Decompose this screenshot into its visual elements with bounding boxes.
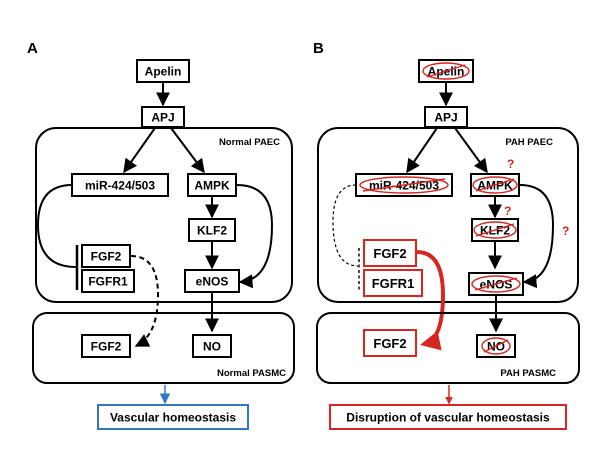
smc-fgf2-label-b: FGF2	[373, 336, 406, 351]
panel-a-letter: A	[27, 40, 38, 57]
apj-box-b: APJ	[424, 106, 468, 128]
arrow-apj-mir-b	[406, 127, 438, 174]
klf2-strike-b	[475, 223, 515, 237]
apelin-circle-b	[422, 62, 470, 80]
klf2-box-b: KLF2	[471, 218, 519, 242]
no-label-a: NO	[203, 340, 221, 354]
apj-label-a: APJ	[151, 111, 174, 125]
pah-paec-label: PAH PAEC	[505, 137, 553, 148]
pah-paec-region	[317, 127, 579, 303]
enos-strike-b	[474, 277, 518, 291]
fgfr1-box-b: FGFR1	[363, 269, 423, 297]
ampk-question-b: ?	[507, 157, 514, 171]
apj-label-b: APJ	[434, 111, 457, 125]
mir-box-b: miR-424/503	[355, 173, 453, 197]
enos-box-b: eNOS	[468, 272, 524, 296]
arrow-fgf2-release-a	[130, 255, 160, 347]
normal-paec-label: Normal PAEC	[219, 137, 280, 148]
arrow-fgf2-release-b	[416, 250, 446, 351]
fgf2-box-a: FGF2	[81, 244, 131, 268]
klf2-question-b: ?	[504, 204, 511, 218]
arrow-apj-mir-a	[123, 127, 156, 174]
klf2-label-a: KLF2	[197, 224, 227, 238]
normal-paec-region	[35, 127, 293, 303]
fgf2-label-b: FGF2	[373, 246, 406, 261]
inhibition-line-a	[36, 184, 77, 268]
outcome-label-b: Disruption of vascular homeostasis	[346, 411, 550, 425]
panel-a: A Apelin APJ Normal PAEC miR-424/503 A	[27, 40, 295, 430]
ampk-strike-b	[475, 178, 515, 192]
mir-label-a: miR-424/503	[85, 179, 155, 193]
panel-b: B Apelin APJ PAH PAEC miR-424/503	[313, 40, 580, 430]
inhibition-line-b	[332, 184, 359, 267]
no-box-a: NO	[192, 334, 232, 358]
no-strike-b	[483, 339, 509, 353]
fgf2-label-a: FGF2	[91, 250, 122, 264]
smc-fgf2-box-a: FGF2	[81, 334, 131, 358]
mir-box-a: miR-424/503	[71, 173, 169, 197]
panel-b-letter: B	[313, 40, 324, 57]
klf2-box-a: KLF2	[188, 218, 236, 242]
outcome-box-b: Disruption of vascular homeostasis	[329, 404, 567, 430]
ampk-label-a: AMPK	[194, 179, 230, 193]
ampk-circle-b	[472, 176, 518, 194]
klf2-circle-b	[473, 221, 517, 239]
smc-fgf2-label-a: FGF2	[91, 340, 122, 354]
arrow-apj-ampk-b	[454, 127, 488, 174]
enos-box-a: eNOS	[184, 269, 240, 293]
apelin-strike-b	[426, 64, 466, 78]
enos-question-b: ?	[562, 224, 569, 238]
fgfr1-label-b: FGFR1	[372, 276, 415, 291]
ampk-box-b: AMPK	[470, 173, 520, 197]
no-box-b: NO	[476, 334, 516, 358]
apelin-label-a: Apelin	[145, 65, 182, 79]
apelin-box-b: Apelin	[418, 59, 474, 83]
normal-pasmc-label: Normal PASMC	[217, 368, 286, 379]
arrow-apj-ampk-a	[170, 127, 205, 174]
mir-strike-b	[362, 178, 446, 192]
ampk-box-a: AMPK	[187, 173, 237, 197]
fgfr1-label-a: FGFR1	[88, 275, 128, 289]
outcome-box-a: Vascular homeostasis	[97, 404, 249, 430]
no-circle-b	[481, 337, 511, 355]
smc-fgf2-box-b: FGF2	[363, 329, 417, 357]
arrow-ampk-enos-a	[236, 184, 274, 289]
apj-box-a: APJ	[141, 106, 185, 128]
arrow-ampk-enos-b	[519, 184, 555, 289]
enos-circle-b	[471, 275, 521, 293]
apelin-box-a: Apelin	[136, 59, 190, 83]
pah-pasmc-label: PAH PASMC	[500, 368, 556, 379]
enos-label-a: eNOS	[196, 275, 229, 289]
mir-circle-b	[359, 176, 449, 194]
fgfr1-box-a: FGFR1	[81, 269, 135, 293]
pah-pasmc-region	[316, 312, 580, 384]
normal-pasmc-region	[32, 312, 295, 384]
fgf2-box-b: FGF2	[363, 239, 417, 267]
outcome-label-a: Vascular homeostasis	[110, 411, 236, 425]
